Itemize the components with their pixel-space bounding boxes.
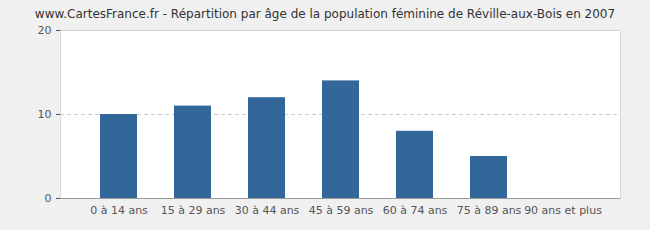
svg-text:0: 0 bbox=[45, 192, 52, 205]
svg-text:20: 20 bbox=[38, 26, 52, 37]
svg-text:10: 10 bbox=[38, 108, 52, 121]
html-text:www.CartesFrance.fr - Répartit: www.CartesFrance.fr - Répartition par âg… bbox=[34, 7, 616, 21]
svg-text:45 à 59 ans: 45 à 59 ans bbox=[309, 204, 374, 217]
svg-text:75 à 89 ans: 75 à 89 ans bbox=[457, 204, 522, 217]
svg-text:0 à 14 ans: 0 à 14 ans bbox=[90, 204, 148, 217]
svg-text:90 ans et plus: 90 ans et plus bbox=[524, 204, 602, 217]
svg-text:15 à 29 ans: 15 à 29 ans bbox=[161, 204, 226, 217]
svg-text:60 à 74 ans: 60 à 74 ans bbox=[383, 204, 448, 217]
svg-text:30 à 44 ans: 30 à 44 ans bbox=[235, 204, 300, 217]
